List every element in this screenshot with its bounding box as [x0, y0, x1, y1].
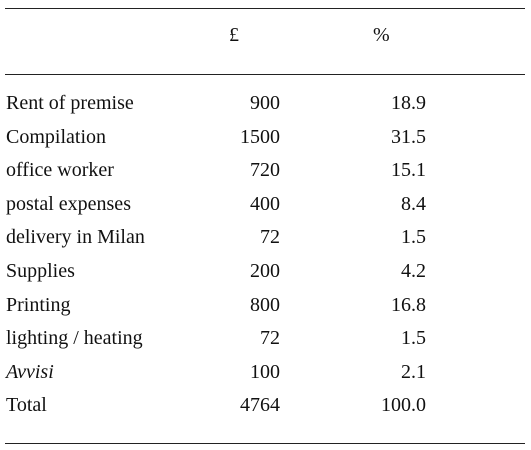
bottom-rule	[5, 443, 525, 444]
row-label: Rent of premise	[6, 92, 134, 114]
row-value: 100	[250, 360, 280, 383]
row-value: 2.1	[401, 360, 426, 383]
row-label: lighting / heating	[6, 327, 143, 350]
header-cell: %	[373, 24, 390, 46]
row-label: Avvisi	[6, 360, 54, 383]
row-value: 1500	[240, 125, 280, 148]
row-value: 1.5	[401, 226, 426, 249]
header-rule	[5, 74, 525, 75]
row-value: 8.4	[401, 192, 426, 215]
row-value: 800	[250, 293, 280, 316]
row-label: Total	[6, 394, 47, 417]
row-value: 18.9	[391, 92, 426, 114]
row-value: 400	[250, 192, 280, 215]
row-label: Printing	[6, 293, 71, 316]
row-label: delivery in Milan	[6, 226, 145, 249]
row-value: 31.5	[391, 125, 426, 148]
row-value: 72	[260, 226, 280, 249]
row-label: Supplies	[6, 260, 75, 282]
row-label: Compilation	[6, 125, 106, 148]
row-value: 15.1	[391, 159, 426, 182]
row-value: 16.8	[391, 293, 426, 316]
header-cell: £	[229, 24, 239, 46]
row-label: office worker	[6, 159, 114, 182]
row-value: 4.2	[401, 260, 426, 282]
top-rule	[5, 8, 525, 9]
row-label: postal expenses	[6, 192, 131, 215]
row-value: 100.0	[381, 394, 426, 417]
row-value: 900	[250, 92, 280, 114]
row-value: 4764	[240, 394, 280, 417]
row-value: 1.5	[401, 327, 426, 350]
row-value: 72	[260, 327, 280, 350]
row-value: 720	[250, 159, 280, 182]
row-value: 200	[250, 260, 280, 282]
